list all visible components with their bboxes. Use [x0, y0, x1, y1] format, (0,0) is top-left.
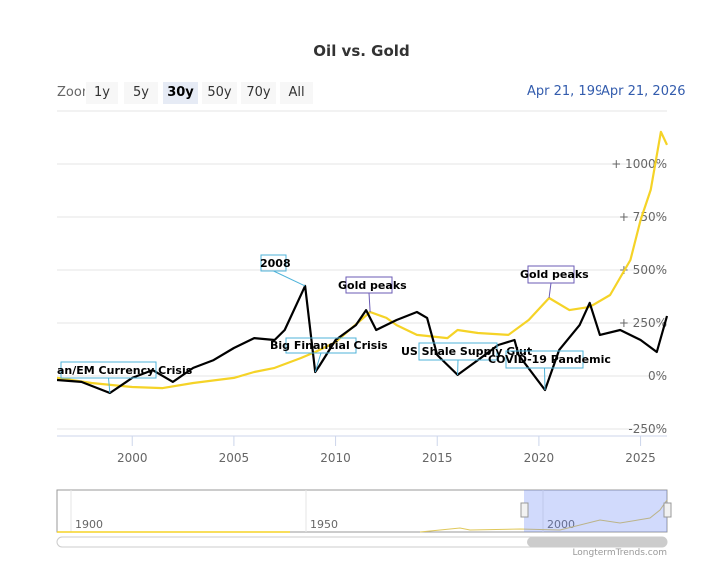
chart-title: Oil vs. Gold	[313, 42, 410, 60]
range-button-1y[interactable]: 1y	[86, 82, 118, 104]
y-tick-label: + 500%	[619, 263, 667, 277]
y-tick-label: + 250%	[619, 316, 667, 330]
credits-link[interactable]: LongtermTrends.com	[572, 548, 667, 558]
y-tick-label: 0%	[648, 369, 667, 383]
navigator	[56, 489, 668, 533]
annotation-connector	[548, 282, 552, 299]
x-tick-label: 2015	[422, 451, 453, 465]
annotation-connector	[314, 352, 322, 373]
y-tick-label: + 750%	[619, 210, 667, 224]
scrollbar-track[interactable]	[56, 536, 668, 548]
annotation-label: US Shale Supply Glut	[401, 345, 532, 358]
annotation-label: Gold peaks	[520, 268, 589, 281]
annotation-label: Big Financial Crisis	[270, 339, 388, 352]
navigator-label: 2000	[547, 518, 575, 531]
navigator-label: 1900	[75, 518, 103, 531]
annotation-label: COVID-19 Pandemic	[488, 353, 611, 366]
range-button-30y[interactable]: 30y	[163, 82, 198, 104]
annotation-box	[505, 350, 584, 369]
range-button-50y[interactable]: 50y	[202, 82, 237, 104]
range-button-5y[interactable]: 5y	[124, 82, 158, 104]
scrollbar-thumb[interactable]	[527, 537, 667, 547]
annotation-box	[527, 265, 575, 284]
annotation-box	[260, 254, 287, 272]
annotation-box	[60, 361, 157, 379]
annotation-connector	[273, 270, 306, 287]
navigator-label: 1950	[310, 518, 338, 531]
annotation-connector	[544, 367, 546, 391]
range-from-date[interactable]: Apr 21, 1996	[527, 84, 612, 99]
zoom-label: Zoom	[57, 85, 85, 100]
navigator-selection	[524, 490, 667, 532]
range-to-date[interactable]: Apr 21, 2026	[601, 84, 686, 99]
x-tick-label: 2020	[524, 451, 555, 465]
annotation-box	[285, 337, 357, 354]
x-tick-label: 2005	[219, 451, 250, 465]
range-button-70y[interactable]: 70y	[241, 82, 276, 104]
x-tick-label: 2000	[117, 451, 148, 465]
range-button-all[interactable]: All	[280, 82, 313, 104]
series-line-oil	[57, 284, 669, 395]
x-tick-label: 2010	[320, 451, 351, 465]
annotation-box	[418, 342, 498, 361]
x-tick-label: 2025	[625, 451, 656, 465]
annotation-label: 2008	[260, 257, 291, 270]
y-tick-label: -250%	[628, 422, 667, 436]
navigator-handle-left[interactable]	[520, 502, 529, 518]
annotation-label: Gold peaks	[338, 279, 407, 292]
navigator-handle-right[interactable]	[663, 502, 672, 518]
navigator-series	[419, 499, 668, 533]
annotation-box	[345, 276, 393, 294]
series-line-gold	[57, 130, 668, 390]
annotation-label: an/EM Currency Crisis	[57, 364, 193, 377]
annotation-connector	[368, 292, 371, 313]
y-tick-label: + 1000%	[611, 157, 667, 171]
annotation-connector	[108, 377, 111, 394]
